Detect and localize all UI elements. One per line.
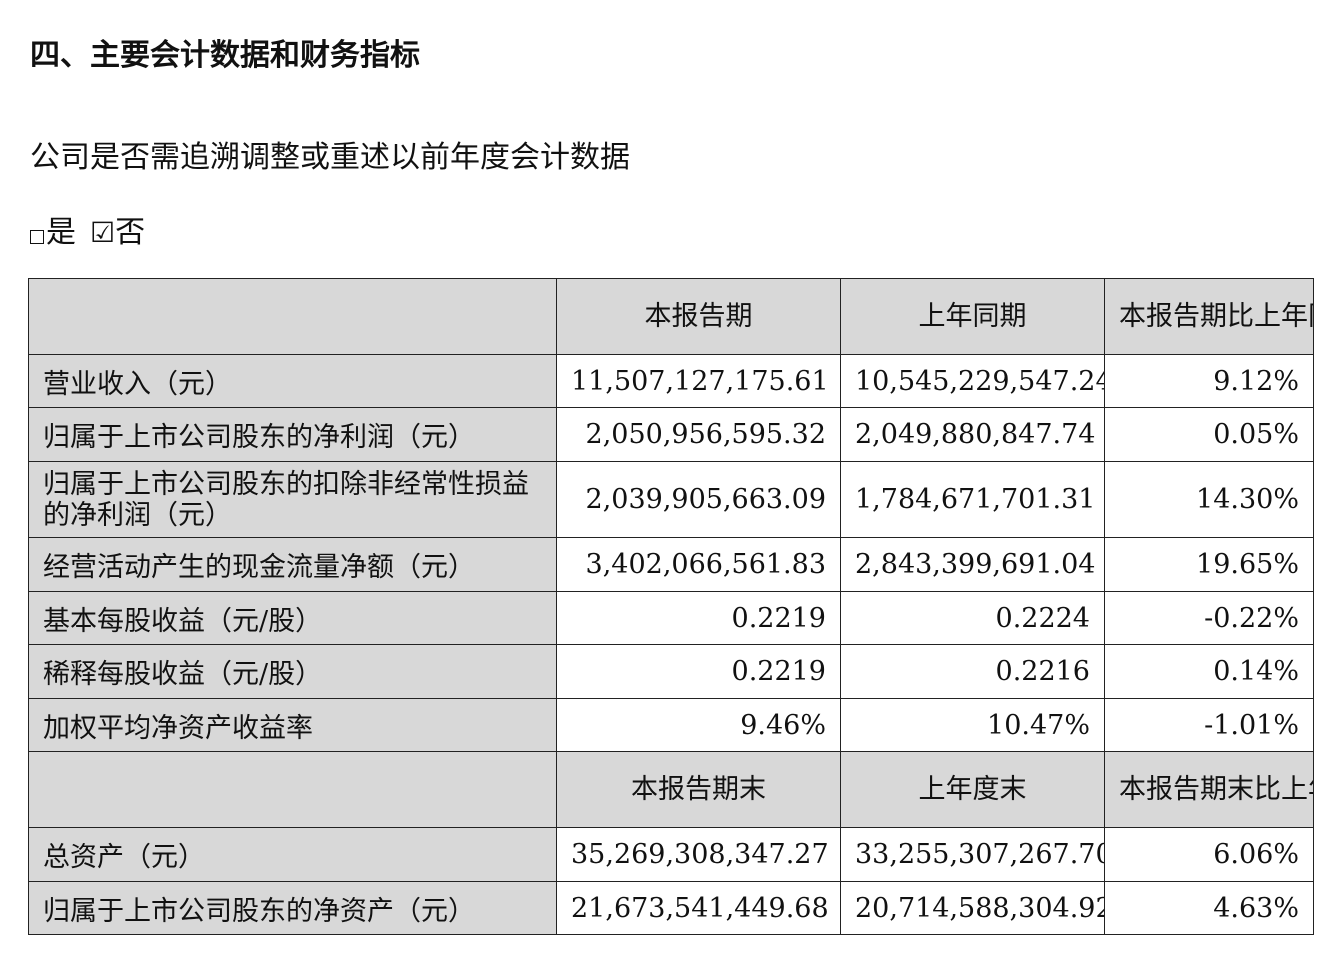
cell-current: 0.2219 (556, 591, 841, 645)
table-row: 营业收入（元） 11,507,127,175.61 10,545,229,547… (28, 354, 1314, 408)
cell-change: 9.12% (1104, 354, 1314, 408)
header-blank-cell (28, 278, 557, 355)
restatement-question: 公司是否需追溯调整或重述以前年度会计数据 (30, 140, 630, 175)
cell-current: 11,507,127,175.61 (556, 354, 841, 408)
cell-change: 0.14% (1104, 644, 1314, 699)
cell-current: 35,269,308,347.27 (556, 827, 841, 882)
row-label: 归属于上市公司股东的净利润（元） (28, 407, 557, 462)
header-change: 本报告期比上年同期增减 (1104, 278, 1314, 355)
table-row: 基本每股收益（元/股） 0.2219 0.2224 -0.22% (28, 591, 1314, 645)
cell-prior: 2,049,880,847.74 (840, 407, 1105, 462)
cell-change: -0.22% (1104, 591, 1314, 645)
header-blank-cell (28, 751, 557, 828)
table-row: 稀释每股收益（元/股） 0.2219 0.2216 0.14% (28, 644, 1314, 699)
cell-change: 4.63% (1104, 881, 1314, 935)
table-row: 经营活动产生的现金流量净额（元） 3,402,066,561.83 2,843,… (28, 537, 1314, 592)
row-label: 营业收入（元） (28, 354, 557, 408)
cell-prior: 0.2224 (840, 591, 1105, 645)
cell-change: -1.01% (1104, 698, 1314, 752)
row-label: 基本每股收益（元/股） (28, 591, 557, 645)
cell-prior: 2,843,399,691.04 (840, 537, 1105, 592)
header-period-end: 本报告期末 (556, 751, 841, 828)
cell-change: 19.65% (1104, 537, 1314, 592)
header-change-period-end: 本报告期末比上年度末增减 (1104, 751, 1314, 828)
checkbox-no-checked[interactable]: ☑ (90, 216, 116, 249)
cell-prior: 33,255,307,267.70 (840, 827, 1105, 882)
cell-current: 2,050,956,595.32 (556, 407, 841, 462)
table-header-row: 本报告期 上年同期 本报告期比上年同期增减 (28, 278, 1314, 355)
financial-indicators-table: 本报告期 上年同期 本报告期比上年同期增减 营业收入（元） 11,507,127… (28, 278, 1314, 935)
table-header-row-2: 本报告期末 上年度末 本报告期末比上年度末增减 (28, 751, 1314, 828)
cell-change: 6.06% (1104, 827, 1314, 882)
restatement-options: 是 ☑ 否 (30, 213, 145, 253)
row-label: 加权平均净资产收益率 (28, 698, 557, 752)
row-label: 总资产（元） (28, 827, 557, 882)
table-row: 归属于上市公司股东的净利润（元） 2,050,956,595.32 2,049,… (28, 407, 1314, 462)
row-label: 稀释每股收益（元/股） (28, 644, 557, 699)
section-title: 四、主要会计数据和财务指标 (30, 38, 420, 73)
checkbox-yes[interactable] (30, 230, 44, 244)
row-label: 归属于上市公司股东的净资产（元） (28, 881, 557, 935)
cell-prior: 1,784,671,701.31 (840, 461, 1105, 538)
header-prior-year-end: 上年度末 (840, 751, 1105, 828)
header-prior-period: 上年同期 (840, 278, 1105, 355)
cell-prior: 10.47% (840, 698, 1105, 752)
cell-change: 14.30% (1104, 461, 1314, 538)
header-current-period: 本报告期 (556, 278, 841, 355)
cell-current: 0.2219 (556, 644, 841, 699)
cell-change: 0.05% (1104, 407, 1314, 462)
cell-prior: 0.2216 (840, 644, 1105, 699)
cell-current: 3,402,066,561.83 (556, 537, 841, 592)
cell-current: 9.46% (556, 698, 841, 752)
cell-current: 2,039,905,663.09 (556, 461, 841, 538)
row-label: 经营活动产生的现金流量净额（元） (28, 537, 557, 592)
table-row: 总资产（元） 35,269,308,347.27 33,255,307,267.… (28, 827, 1314, 882)
table-row: 归属于上市公司股东的扣除非经常性损益的净利润（元） 2,039,905,663.… (28, 461, 1314, 538)
option-no-label: 否 (115, 215, 146, 250)
cell-current: 21,673,541,449.68 (556, 881, 841, 935)
option-yes-label: 是 (46, 215, 76, 250)
cell-prior: 10,545,229,547.24 (840, 354, 1105, 408)
table-row: 归属于上市公司股东的净资产（元） 21,673,541,449.68 20,71… (28, 881, 1314, 935)
row-label: 归属于上市公司股东的扣除非经常性损益的净利润（元） (28, 461, 557, 538)
table-row: 加权平均净资产收益率 9.46% 10.47% -1.01% (28, 698, 1314, 752)
cell-prior: 20,714,588,304.92 (840, 881, 1105, 935)
